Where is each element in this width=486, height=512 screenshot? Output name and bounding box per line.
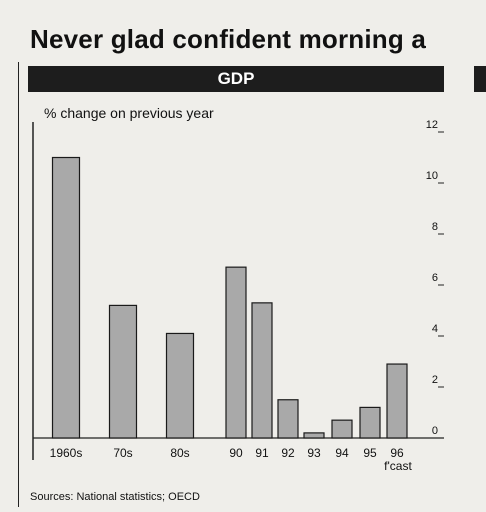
x-tick-label: 91 xyxy=(255,446,269,460)
bar xyxy=(303,432,325,439)
x-tick-label: 1960s xyxy=(50,446,83,460)
x-tick-sublabel: f'cast xyxy=(384,459,412,473)
adjacent-panel-header xyxy=(474,66,486,92)
bar xyxy=(225,266,247,439)
y-tick-label: 6 xyxy=(432,272,438,284)
y-tick-label: 0 xyxy=(432,425,438,437)
x-tick-label: 94 xyxy=(335,446,349,460)
x-tick-label: 95 xyxy=(363,446,377,460)
y-tick-label: 8 xyxy=(432,221,438,233)
y-tick-label: 10 xyxy=(426,170,438,182)
bar xyxy=(277,399,299,439)
headline: Never glad confident morning a xyxy=(30,24,427,54)
article-frame xyxy=(18,62,449,507)
bar xyxy=(165,332,195,439)
source-note: Sources: National statistics; OECD xyxy=(30,491,200,503)
x-tick-label: 80s xyxy=(170,446,189,460)
bar xyxy=(251,302,273,439)
x-tick-label: 90 xyxy=(229,446,243,460)
x-tick-label: 93 xyxy=(307,446,321,460)
y-tick-label: 12 xyxy=(426,119,438,131)
bar xyxy=(331,419,353,439)
chart-subtitle: % change on previous year xyxy=(44,105,214,121)
bar xyxy=(386,363,408,439)
y-tick-label: 2 xyxy=(432,374,438,386)
y-tick-label: 4 xyxy=(432,323,438,335)
bar xyxy=(359,406,381,439)
bar xyxy=(51,156,81,439)
bar xyxy=(108,304,138,439)
x-tick-label: 70s xyxy=(113,446,132,460)
chart-title: GDP xyxy=(28,66,444,92)
x-tick-label: 92 xyxy=(281,446,295,460)
x-tick-label: 96 xyxy=(390,446,404,460)
